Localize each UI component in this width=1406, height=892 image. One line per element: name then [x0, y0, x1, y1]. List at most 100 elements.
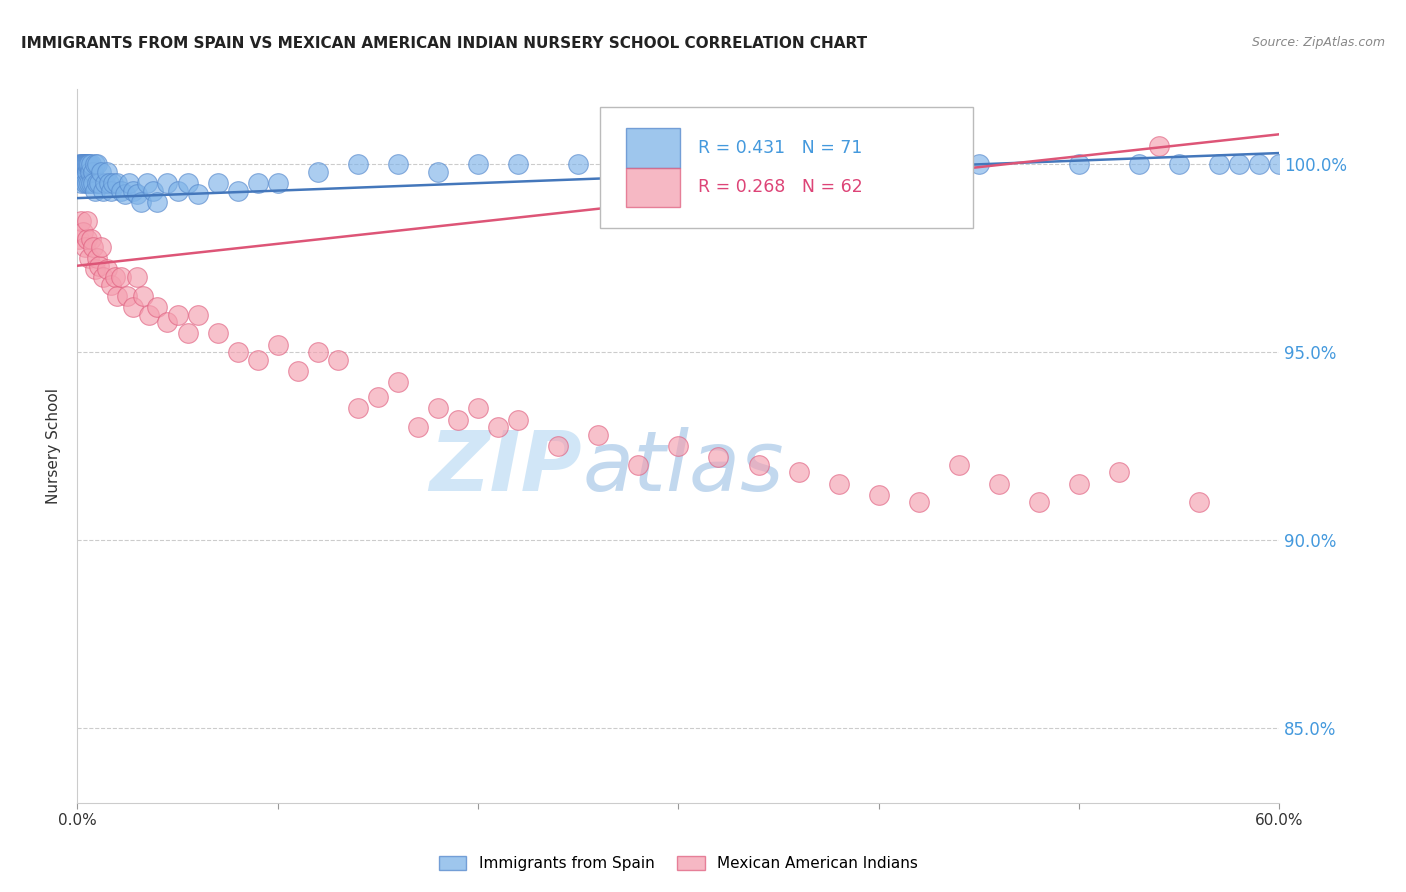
Point	[1028, 495, 1050, 509]
Point	[326, 352, 349, 367]
Point	[80, 157, 103, 171]
Point	[67, 157, 90, 171]
Point	[110, 270, 132, 285]
Point	[226, 345, 249, 359]
Point	[103, 176, 125, 190]
Point	[868, 488, 890, 502]
Text: atlas: atlas	[582, 427, 785, 508]
Point	[80, 232, 103, 246]
Point	[76, 165, 98, 179]
Point	[86, 251, 108, 265]
Point	[77, 157, 100, 171]
Point	[146, 194, 169, 209]
Point	[948, 458, 970, 472]
Point	[73, 157, 96, 171]
Point	[70, 176, 93, 190]
Point	[1229, 157, 1251, 171]
Point	[427, 401, 450, 416]
Point	[136, 176, 159, 190]
Point	[76, 213, 98, 227]
Point	[156, 315, 179, 329]
Point	[367, 390, 389, 404]
Point	[146, 300, 169, 314]
Legend: Immigrants from Spain, Mexican American Indians: Immigrants from Spain, Mexican American …	[433, 849, 924, 877]
Point	[70, 157, 93, 171]
Point	[75, 240, 97, 254]
Point	[82, 176, 104, 190]
Point	[226, 184, 249, 198]
Point	[347, 157, 370, 171]
Point	[76, 232, 98, 246]
Point	[207, 326, 229, 341]
Point	[84, 184, 107, 198]
Point	[118, 176, 141, 190]
FancyBboxPatch shape	[626, 128, 679, 168]
Point	[79, 251, 101, 265]
Point	[132, 289, 155, 303]
Point	[246, 352, 269, 367]
Point	[138, 308, 160, 322]
Point	[207, 176, 229, 190]
Point	[89, 259, 111, 273]
Text: R = 0.268   N = 62: R = 0.268 N = 62	[697, 178, 862, 196]
Point	[406, 420, 429, 434]
Point	[69, 165, 91, 179]
Point	[627, 458, 650, 472]
Point	[166, 308, 188, 322]
Point	[1188, 495, 1211, 509]
Point	[287, 364, 309, 378]
Point	[967, 157, 990, 171]
Point	[347, 401, 370, 416]
Point	[707, 450, 730, 465]
Point	[1208, 157, 1230, 171]
Point	[94, 176, 117, 190]
Point	[75, 157, 97, 171]
Point	[90, 240, 112, 254]
Point	[86, 157, 108, 171]
Point	[76, 176, 98, 190]
Point	[72, 157, 94, 171]
Point	[98, 176, 121, 190]
Point	[86, 176, 108, 190]
Point	[142, 184, 165, 198]
Point	[267, 337, 290, 351]
Point	[1249, 157, 1271, 171]
Point	[82, 165, 104, 179]
Point	[70, 213, 93, 227]
Point	[828, 476, 851, 491]
FancyBboxPatch shape	[600, 107, 973, 228]
Point	[90, 165, 112, 179]
Point	[668, 157, 690, 171]
Point	[467, 157, 489, 171]
Point	[122, 300, 145, 314]
Point	[176, 326, 198, 341]
Point	[122, 184, 145, 198]
Point	[72, 165, 94, 179]
Point	[567, 157, 589, 171]
Point	[387, 375, 409, 389]
Point	[908, 495, 931, 509]
Text: ZIP: ZIP	[430, 427, 582, 508]
Point	[668, 439, 690, 453]
Point	[100, 184, 122, 198]
Point	[1069, 476, 1091, 491]
Point	[127, 187, 149, 202]
Point	[267, 176, 290, 190]
Point	[166, 184, 188, 198]
Point	[1108, 465, 1130, 479]
Point	[427, 165, 450, 179]
Point	[787, 465, 810, 479]
Point	[588, 427, 610, 442]
Point	[79, 176, 101, 190]
Point	[75, 157, 97, 171]
Point	[131, 194, 153, 209]
Point	[127, 270, 149, 285]
Point	[187, 308, 209, 322]
Point	[117, 289, 139, 303]
Point	[79, 165, 101, 179]
Point	[187, 187, 209, 202]
Point	[76, 157, 98, 171]
Point	[100, 277, 122, 292]
Point	[114, 187, 136, 202]
Point	[387, 157, 409, 171]
